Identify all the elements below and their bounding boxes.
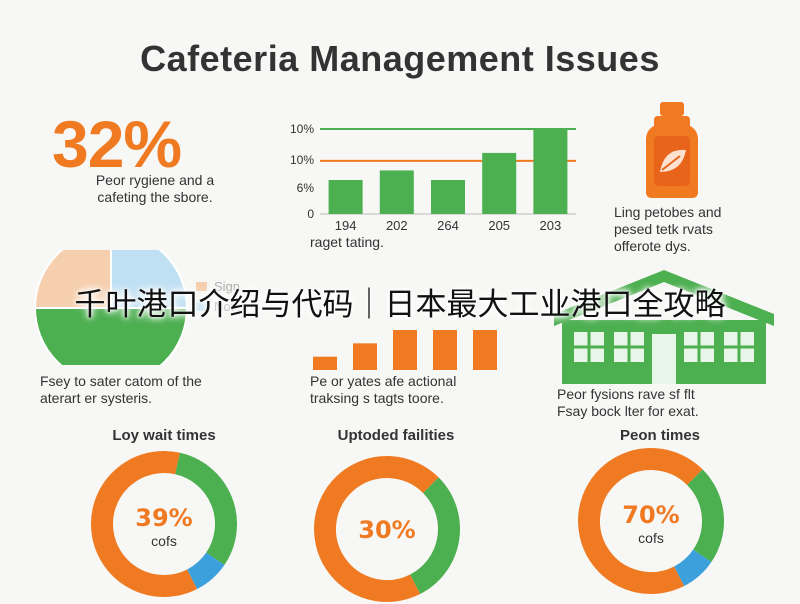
donut-center-value: 39% — [135, 504, 192, 532]
caption-line: Pe or yates afe actional — [310, 373, 457, 389]
donut-center-sublabel: cofs — [638, 530, 664, 546]
x-tick-label: 203 — [540, 218, 562, 233]
y-tick-label: 6% — [297, 181, 315, 195]
bar — [379, 170, 414, 214]
hygiene-stat: 32% — [52, 107, 182, 181]
x-tick-label: 202 — [386, 218, 408, 233]
y-tick-label: 10% — [290, 122, 314, 136]
donut-segment — [686, 469, 724, 563]
donut-title: Peon times — [619, 427, 701, 444]
donut-segment — [174, 452, 237, 566]
bar — [482, 152, 517, 214]
donut-center-sublabel: cofs — [151, 533, 177, 549]
donut-segment — [673, 549, 712, 587]
legend-item-notes: Notes — [196, 296, 248, 316]
x-tick-label: 205 — [488, 218, 510, 233]
overlay-banner-text: 千叶港口介绍与代码｜日本最大工业港口全攻略 — [74, 287, 726, 323]
donut-center-value: 30% — [358, 516, 415, 544]
pie-slice — [35, 307, 189, 365]
caption-line: aterart er systeris. — [40, 390, 153, 406]
donut-segment — [314, 456, 439, 602]
mini-bar — [393, 330, 417, 370]
caption-line: Fsey to sater catom of the — [40, 373, 202, 389]
bar — [431, 180, 465, 214]
donut-segment — [186, 552, 225, 590]
y-tick-label: 0 — [307, 207, 314, 221]
wait-times-donut: 39%cofs — [91, 451, 237, 597]
bottle-caption: Ling petobes and pesed tetk rvats offero… — [614, 204, 774, 255]
mini-bar — [313, 356, 337, 370]
donut-title: Uptoded failities — [337, 427, 455, 444]
caption-line: Fsay bock lter for exat. — [557, 403, 699, 419]
mini-bars-caption: Pe or yates afe actional traksing s tagt… — [310, 373, 456, 407]
donut-segment — [409, 477, 460, 595]
upgraded-facilities-donut: 30% — [314, 456, 460, 602]
mini-bar — [473, 330, 497, 370]
caption-line: cafeting the sbore. — [97, 189, 213, 205]
donut-title: Loy wait times — [112, 427, 216, 444]
caption-line: offerote dys. — [614, 238, 691, 254]
pie-slice — [110, 250, 189, 309]
peon-times-donut: 70%cofs — [578, 448, 724, 594]
donut-segment — [91, 451, 198, 597]
bar-x-label: raget tating. — [310, 234, 384, 250]
bar — [328, 180, 363, 214]
bottle-icon — [646, 102, 698, 198]
pie-caption: Fsey to sater catom of the aterart er sy… — [40, 373, 202, 407]
mini-bar — [353, 343, 377, 370]
legend-label: Notes — [214, 298, 248, 314]
pie-legend: Sign Notes — [196, 276, 248, 316]
donut-center-value: 70% — [622, 501, 679, 529]
distribution-pie-chart — [35, 250, 189, 365]
mini-bar — [433, 330, 457, 370]
x-tick-label: 264 — [437, 218, 459, 233]
caption-line: Peor fysions rave sf flt — [557, 386, 695, 402]
caption-line: Peor rygiene and a — [95, 172, 215, 188]
caption-line: pesed tetk rvats — [614, 221, 713, 237]
donut-segment — [578, 448, 703, 594]
caption-line: traksing s tagts toore. — [310, 390, 444, 406]
bar — [533, 129, 568, 214]
rating-bar-chart: 0 6% 10% 10% 194 202 264 205 203 — [290, 122, 576, 233]
x-tick-label: 194 — [335, 218, 357, 233]
pie-slice — [35, 250, 112, 309]
caption-line: Ling petobes and — [614, 204, 722, 220]
hygiene-caption: Peor rygiene and a cafeting the sbore. — [55, 172, 255, 206]
legend-swatch — [196, 301, 207, 311]
legend-item-sign: Sign — [196, 276, 248, 296]
building-icon — [554, 270, 774, 384]
page-title: Cafeteria Management Issues — [140, 38, 660, 79]
building-caption: Peor fysions rave sf flt Fsay bock lter … — [557, 386, 699, 420]
legend-label: Sign — [214, 278, 241, 294]
legend-swatch — [196, 281, 207, 291]
orange-mini-bar-chart — [313, 330, 497, 370]
y-tick-label: 10% — [290, 153, 314, 167]
